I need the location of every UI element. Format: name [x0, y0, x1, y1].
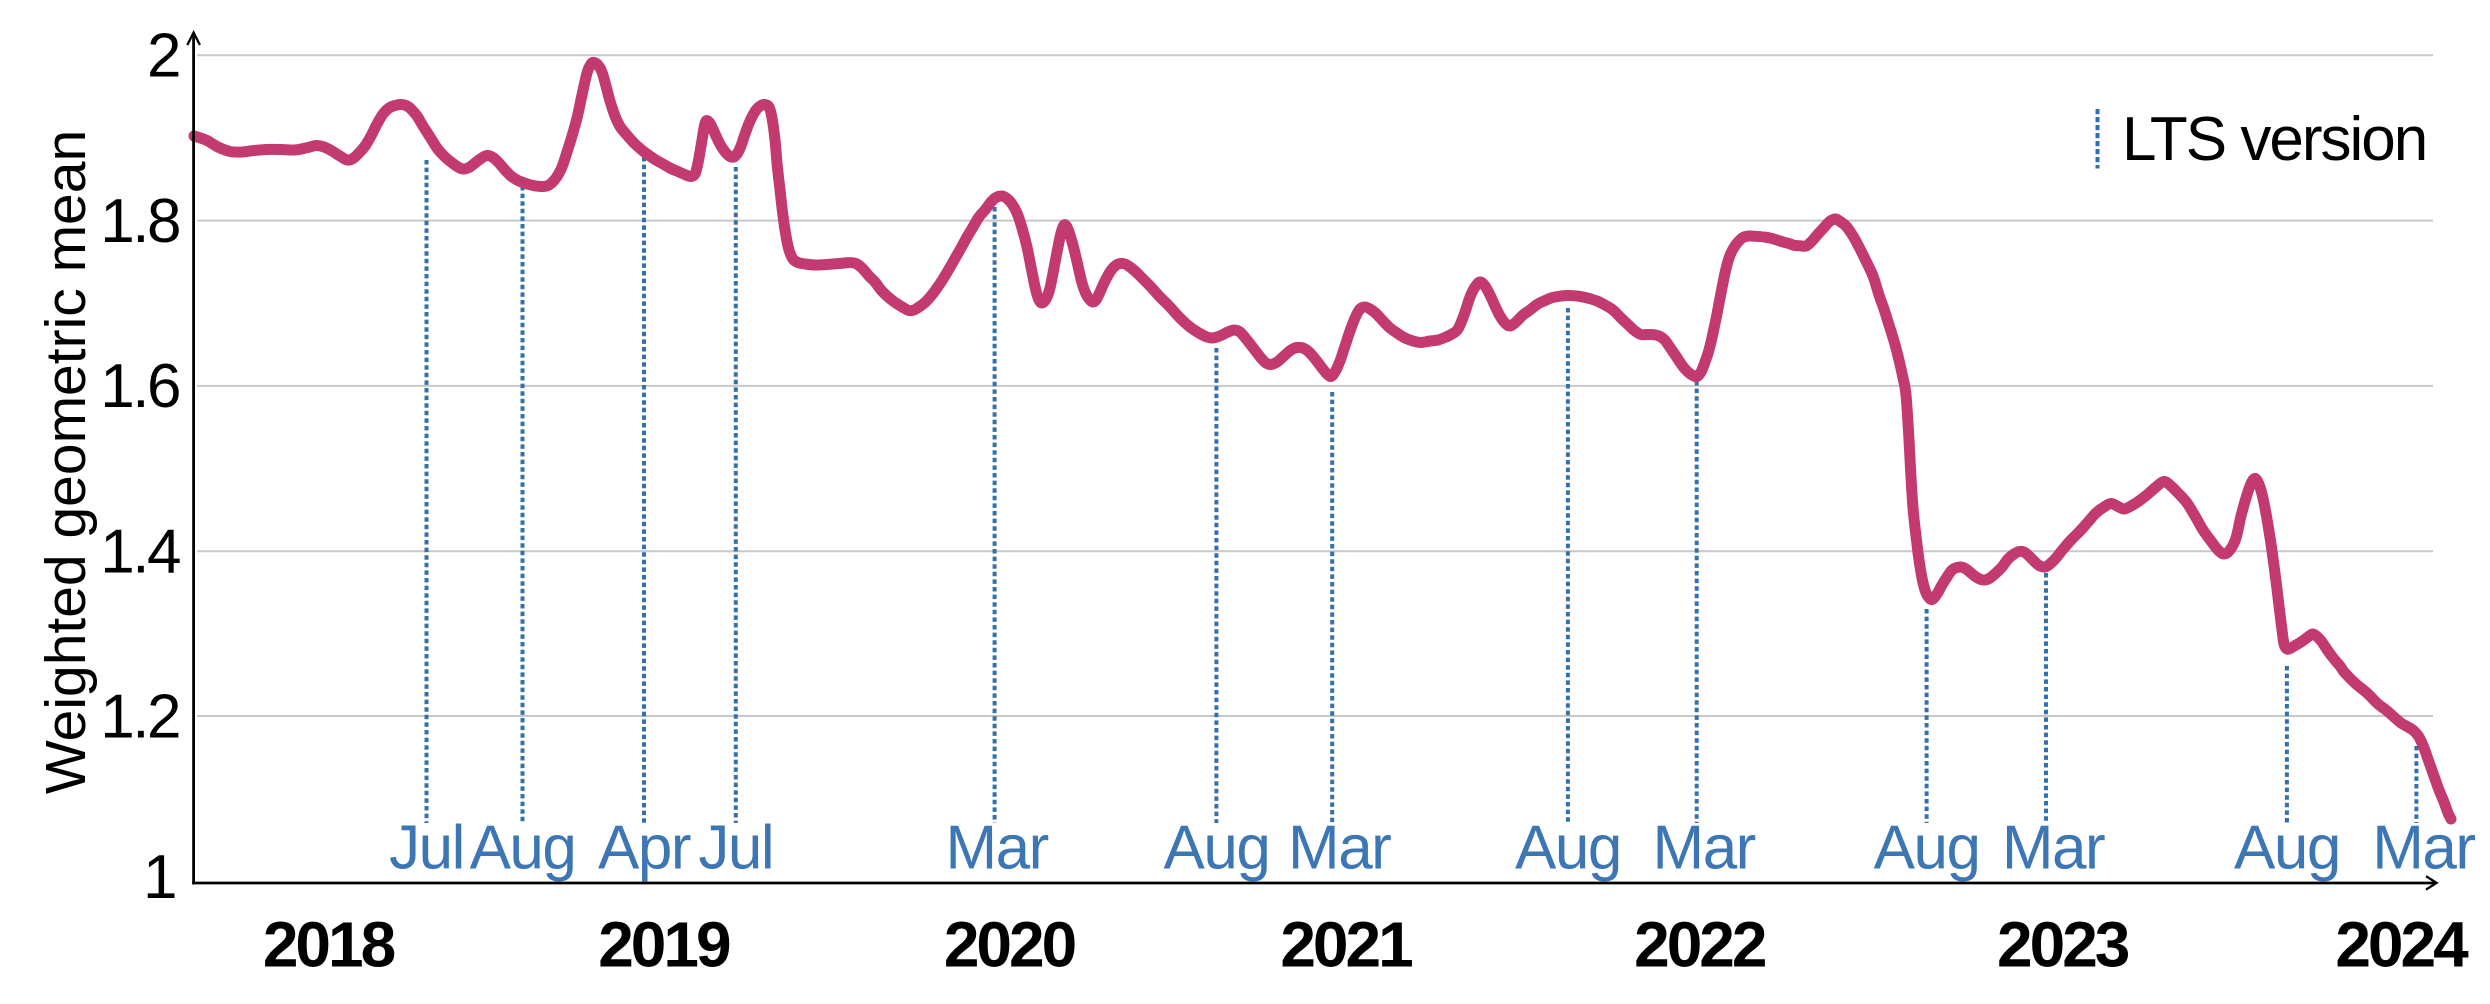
svg-text:1.6: 1.6	[100, 352, 179, 421]
svg-text:1.2: 1.2	[100, 682, 179, 751]
svg-text:2021: 2021	[1280, 909, 1412, 981]
svg-text:2024: 2024	[2335, 909, 2469, 981]
svg-text:Mar: Mar	[2372, 814, 2475, 883]
svg-text:Aug: Aug	[1874, 814, 1980, 883]
svg-text:2018: 2018	[263, 909, 395, 981]
svg-text:Jul: Jul	[389, 814, 464, 883]
svg-text:2022: 2022	[1634, 909, 1766, 981]
svg-text:Jul: Jul	[698, 814, 773, 883]
svg-text:Aug: Aug	[470, 814, 576, 883]
svg-text:LTS version: LTS version	[2122, 105, 2426, 174]
svg-text:1.8: 1.8	[100, 187, 179, 256]
svg-text:Mar: Mar	[1653, 814, 1756, 883]
svg-text:Apr: Apr	[598, 814, 691, 883]
svg-text:Mar: Mar	[1288, 814, 1391, 883]
svg-text:1.4: 1.4	[100, 518, 180, 587]
svg-text:Aug: Aug	[1515, 814, 1621, 883]
svg-text:Mar: Mar	[945, 814, 1048, 883]
svg-text:1: 1	[143, 843, 175, 912]
svg-text:2020: 2020	[944, 909, 1075, 981]
svg-text:2: 2	[147, 22, 179, 91]
svg-text:Weighted geometric mean: Weighted geometric mean	[34, 130, 98, 794]
svg-text:2023: 2023	[1997, 909, 2129, 981]
svg-text:Mar: Mar	[2002, 814, 2105, 883]
svg-text:Aug: Aug	[1163, 814, 1269, 883]
svg-text:2019: 2019	[598, 909, 730, 981]
svg-text:Aug: Aug	[2234, 814, 2340, 883]
